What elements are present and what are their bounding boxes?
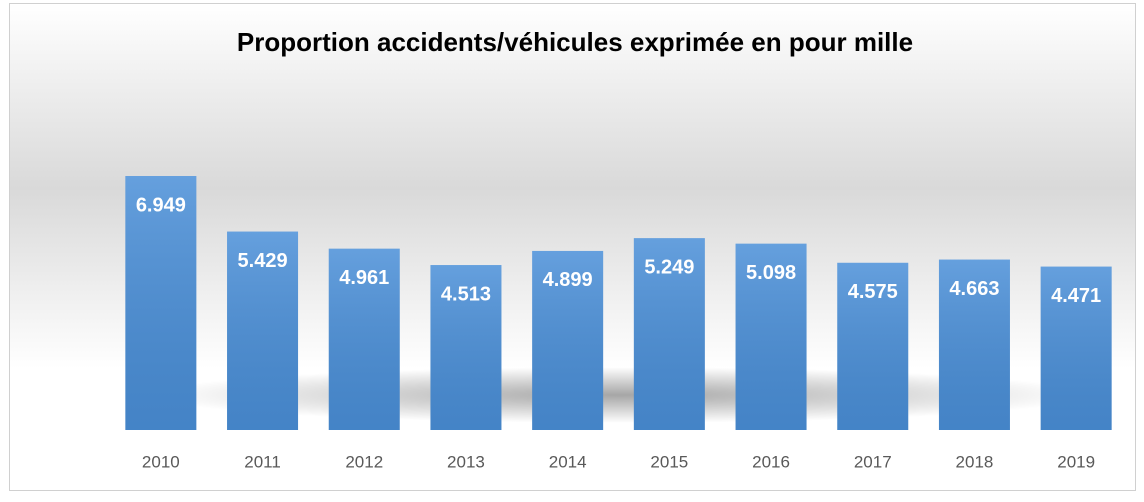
value-label: 5.249 [644, 256, 694, 278]
value-label: 4.663 [949, 278, 999, 300]
chart-title: Proportion accidents/véhicules exprimée … [237, 27, 913, 57]
bar-shade [227, 231, 299, 430]
x-tick-label: 2015 [650, 452, 688, 471]
bar-shade [633, 238, 705, 430]
x-tick-label: 2014 [549, 452, 587, 471]
x-tick-label: 2010 [142, 452, 180, 471]
bar-shade [938, 259, 1010, 430]
value-label: 5.429 [238, 250, 288, 272]
x-tick-label: 2016 [752, 452, 790, 471]
x-tick-label: 2018 [956, 452, 994, 471]
value-label: 4.899 [543, 269, 593, 291]
bar-shade [532, 250, 604, 430]
bar-shade [837, 262, 909, 430]
x-tick-label: 2019 [1057, 452, 1095, 471]
value-label: 6.949 [136, 194, 186, 216]
value-label: 4.513 [441, 283, 491, 305]
bar-shade [735, 243, 807, 430]
value-label: 4.575 [848, 281, 898, 303]
bar-shade [1040, 266, 1112, 430]
bar-shade [430, 265, 502, 430]
value-label: 5.098 [746, 262, 796, 284]
bar-shade [125, 176, 197, 430]
x-tick-label: 2012 [345, 452, 383, 471]
bar-shade [328, 248, 400, 430]
value-label: 4.471 [1051, 285, 1101, 307]
x-tick-label: 2011 [244, 452, 281, 471]
value-label: 4.961 [339, 267, 389, 289]
x-tick-label: 2017 [854, 452, 892, 471]
x-tick-label: 2013 [447, 452, 485, 471]
